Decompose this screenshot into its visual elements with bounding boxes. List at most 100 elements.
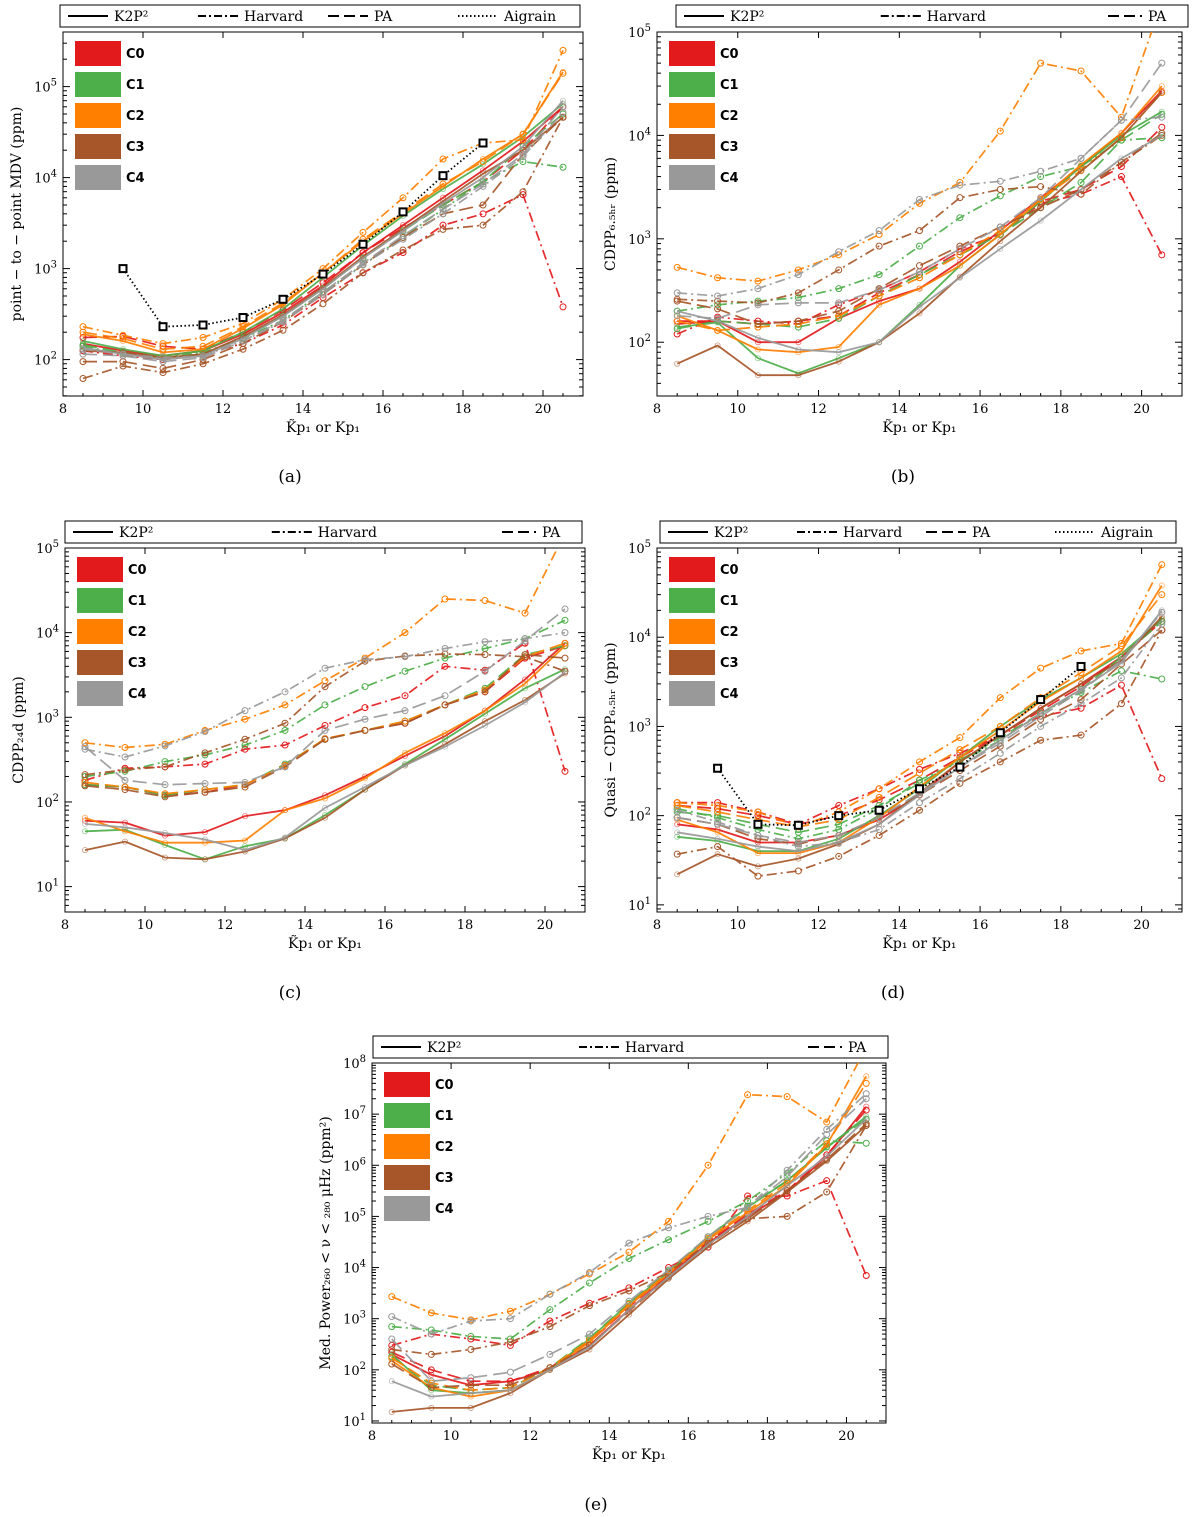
data-point xyxy=(1118,134,1125,141)
data-point xyxy=(996,177,1004,185)
campaign-label-c1: C1 xyxy=(720,78,739,93)
data-point xyxy=(1077,687,1085,695)
data-point xyxy=(279,316,287,324)
legend-label-harvard: Harvard xyxy=(927,9,986,25)
data-point xyxy=(586,1343,593,1350)
y-tick-label: 106 xyxy=(343,1156,366,1174)
data-point xyxy=(956,775,964,783)
data-point xyxy=(1158,608,1166,616)
y-tick-label: 105 xyxy=(628,539,651,557)
series-group xyxy=(79,46,567,382)
data-point xyxy=(559,103,567,111)
series-line-c4-harvard xyxy=(84,631,566,758)
data-point xyxy=(823,1151,831,1159)
x-tick-label: 20 xyxy=(1133,918,1150,933)
aigrain-marker xyxy=(753,819,763,829)
data-point xyxy=(281,763,289,771)
data-point xyxy=(201,856,208,863)
data-point xyxy=(1158,613,1165,620)
data-point xyxy=(401,717,409,725)
y-axis-label: Quasi − CDPP₆.₅ₕᵣ (ppm) xyxy=(603,642,619,817)
data-point xyxy=(561,654,569,662)
data-point xyxy=(427,1350,435,1358)
x-tick-label: 18 xyxy=(1053,918,1070,933)
data-point xyxy=(956,194,964,202)
data-point xyxy=(241,837,248,844)
data-point xyxy=(875,271,883,279)
data-point xyxy=(862,1271,870,1279)
series-line-c3-harvard xyxy=(82,116,564,380)
series-line-c2-harvard xyxy=(677,564,1163,828)
chart-panel-b: 8 10 12 14 16 18 20 102 103 104 105 K̃p₁ or Kp₁ CDPP… xyxy=(603,23,1183,487)
data-point xyxy=(81,782,89,790)
data-point xyxy=(744,1203,752,1211)
data-point xyxy=(997,238,1004,245)
data-point xyxy=(546,1290,554,1298)
y-tick-label: 101 xyxy=(343,1412,366,1430)
campaign-label-c2: C2 xyxy=(126,109,145,124)
data-point xyxy=(714,326,722,334)
data-point xyxy=(783,1093,791,1101)
data-point xyxy=(561,639,569,647)
data-point xyxy=(441,692,449,700)
data-point xyxy=(1117,642,1125,650)
data-point xyxy=(467,1390,474,1397)
campaign-swatch-c4 xyxy=(384,1196,430,1221)
series-line-c3-harvard xyxy=(391,1125,867,1356)
series-line-c4-k2p2 xyxy=(676,134,1163,354)
data-point xyxy=(428,1371,435,1378)
data-point xyxy=(481,688,489,696)
data-point xyxy=(281,726,289,734)
data-point xyxy=(744,1192,752,1200)
data-point xyxy=(201,727,209,735)
data-point xyxy=(161,781,169,789)
data-point xyxy=(956,181,964,189)
x-tick-label: 12 xyxy=(522,1429,539,1444)
data-point xyxy=(585,1302,593,1310)
data-point xyxy=(82,820,89,827)
data-point xyxy=(996,223,1004,231)
data-point xyxy=(441,650,449,658)
data-point xyxy=(388,1313,396,1321)
legend-label-k2p2: K2P² xyxy=(114,9,148,25)
data-point xyxy=(1037,736,1045,744)
data-point xyxy=(201,749,209,757)
data-point xyxy=(835,852,843,860)
data-point xyxy=(122,824,129,831)
data-point xyxy=(401,629,409,637)
data-point xyxy=(835,358,842,365)
data-point xyxy=(956,779,964,787)
data-point xyxy=(1077,67,1085,75)
data-point xyxy=(82,814,89,821)
aigrain-marker xyxy=(358,239,368,249)
x-tick-label: 10 xyxy=(135,402,152,417)
data-point xyxy=(1158,626,1166,634)
x-tick-label: 14 xyxy=(295,402,312,417)
y-tick-label: 108 xyxy=(343,1054,366,1072)
data-point xyxy=(121,766,129,774)
data-point xyxy=(427,1330,435,1338)
x-axis-label: K̃p₁ or Kp₁ xyxy=(288,934,362,952)
y-tick-label: 104 xyxy=(34,169,57,187)
data-point xyxy=(319,288,327,296)
data-point xyxy=(79,345,87,353)
data-point xyxy=(388,1335,396,1343)
data-point xyxy=(281,807,288,814)
style-legend-d: K2P² Harvard PA Aigrain xyxy=(659,520,1177,544)
data-point xyxy=(876,301,883,308)
data-point xyxy=(823,1177,831,1185)
data-point xyxy=(467,1374,475,1382)
data-point xyxy=(79,374,87,382)
data-point xyxy=(705,1241,712,1248)
series-line-c0-harvard xyxy=(391,1179,867,1347)
style-legend-b: K2P² Harvard PA xyxy=(675,4,1189,28)
y-tick-label: 102 xyxy=(343,1361,366,1379)
data-point xyxy=(916,227,923,235)
data-point xyxy=(916,268,923,276)
data-point xyxy=(439,180,447,188)
y-tick-label: 105 xyxy=(628,23,651,41)
campaign-swatch-c4 xyxy=(669,681,715,706)
data-point xyxy=(441,644,449,652)
data-point xyxy=(321,664,329,672)
data-point xyxy=(241,783,249,791)
